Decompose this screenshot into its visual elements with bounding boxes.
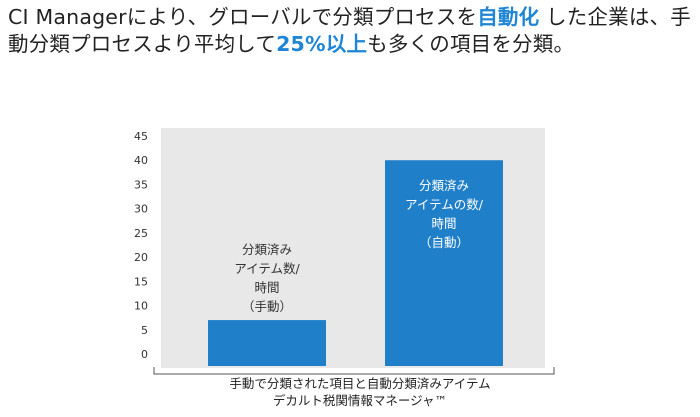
y-tick-label: 45 [134,130,148,143]
headline-line1-text: CI Managerにより、グローバルで分類プロセスを [8,5,478,29]
headline-line2-highlight: 25%以上 [276,32,368,56]
x-axis-caption-line-2: デカルト税関情報マネージャ™ [272,393,448,408]
bar-label-manual-line-3: 時間 [254,280,280,295]
y-tick-label: 20 [134,251,148,264]
headline-line1-text-end: した企業は、手 [539,5,691,29]
y-tick-label: 5 [141,324,148,337]
bar-label-manual: 分類済み アイテム数/ 時間 （手動） [208,240,326,316]
bar-label-automated-line-2: アイテムの数/ [405,197,483,212]
x-axis-caption-line-1: 手動で分類された項目と自動分類済みアイテム [229,376,491,391]
headline-line1-highlight: 自動化 [477,5,540,29]
y-tick-label: 0 [141,348,148,361]
headline-line2-text-end: も多くの項目を分類。 [367,32,575,56]
bar-label-manual-line-1: 分類済み [241,242,292,257]
bar-label-automated-line-1: 分類済み [418,178,469,193]
bar-label-manual-line-4: （手動） [241,299,292,314]
bar [385,160,503,366]
bar-label-automated-line-3: 時間 [431,216,457,231]
y-tick-label: 30 [134,203,148,216]
y-tick-label: 10 [134,300,148,313]
x-axis-caption: 手動で分類された項目と自動分類済みアイテム デカルト税関情報マネージャ™ [150,375,570,409]
y-tick-label: 35 [134,178,148,191]
bar-label-automated: 分類済み アイテムの数/ 時間 （自動） [385,176,503,252]
y-tick-label: 15 [134,275,148,288]
x-axis-line [153,367,555,375]
headline-line2-text: 動分類プロセスより平均して [8,32,277,56]
bar-label-automated-line-4: （自動） [418,235,469,250]
y-tick-label: 25 [134,227,148,240]
y-tick-label: 40 [134,154,148,167]
bar [208,320,326,366]
bar-label-manual-line-2: アイテム数/ [234,261,300,276]
headline: CI Managerにより、グローバルで分類プロセスを自動化 した企業は、手 動… [8,4,698,58]
